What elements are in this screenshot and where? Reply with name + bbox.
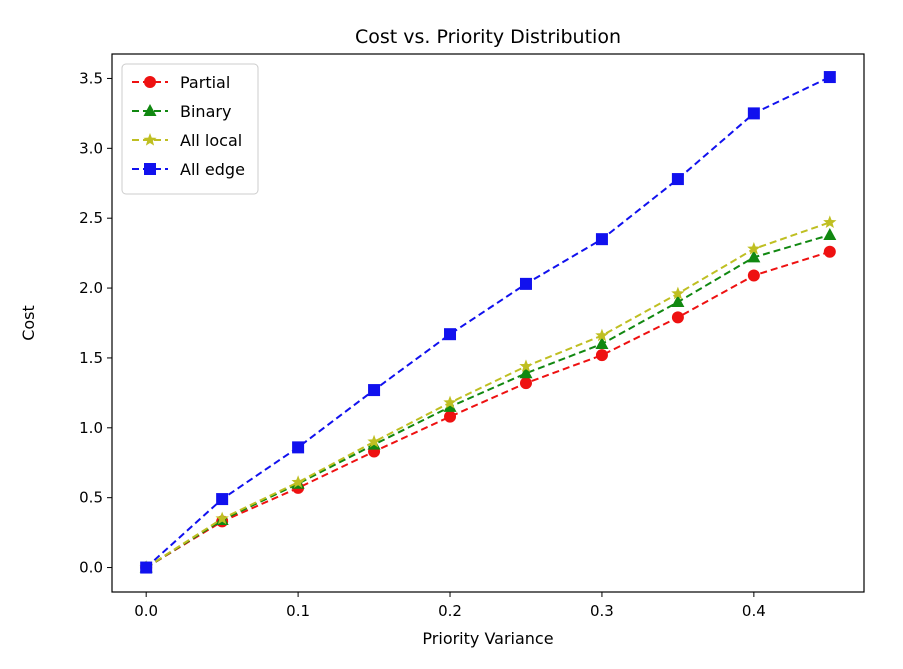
y-tick-label: 3.0 [79,139,103,157]
legend-marker-all-edge [144,163,156,175]
plot-frame [111,53,865,593]
legend-label-all-edge: All edge [180,160,245,179]
data-point-all-local [367,434,381,448]
legend-label-binary: Binary [180,102,231,121]
y-tick-label: 2.5 [79,209,103,227]
x-tick-label: 0.0 [134,602,158,620]
series-line-all-edge [145,76,831,569]
legend-marker-binary [143,104,157,116]
legend-marker-partial [144,76,156,88]
series-line-all-local [145,221,831,569]
data-point-binary [595,336,609,349]
x-axis-label: Priority Variance [422,629,553,648]
data-point-partial [671,311,684,324]
data-point-all-edge [292,441,305,454]
y-tick-label: 1.0 [79,419,103,437]
series-binary [139,227,837,573]
x-tick-label: 0.1 [286,602,310,620]
series-line-partial [145,250,831,569]
data-point-all-edge [747,107,760,120]
y-tick-label: 0.0 [79,559,103,577]
legend-label-all-local: All local [180,131,242,150]
data-point-partial [823,245,836,258]
data-point-all-local [291,475,305,488]
series-partial [140,245,836,574]
series-line-binary [145,234,831,569]
data-point-all-edge [519,277,532,290]
data-point-all-local [671,286,685,300]
data-point-all-edge [595,233,608,246]
data-point-all-edge [368,384,381,397]
series-all-edge [140,71,836,574]
y-tick-label: 3.5 [79,69,103,87]
data-point-binary [443,399,457,412]
chart-title: Cost vs. Priority Distribution [355,26,621,48]
data-point-all-local [519,359,533,372]
x-tick-label: 0.4 [742,602,766,620]
plot-series [139,71,837,574]
data-point-all-edge [823,71,836,84]
legend-marker-all-local [143,133,157,146]
axis-ticks: 0.0 0.1 0.2 0.3 0.4 0.0 0.5 1.0 1.5 2.0 2.5 3.0 3.5 [79,69,766,620]
series-all-local [139,215,837,574]
data-point-all-local [443,395,457,409]
data-point-all-local [823,215,837,229]
data-point-all-edge [216,493,229,506]
data-point-binary [519,366,533,379]
data-point-binary [823,227,837,240]
y-tick-label: 2.0 [79,279,103,297]
x-tick-label: 0.2 [438,602,462,620]
data-point-all-local [215,511,229,525]
y-axis-label: Cost [19,305,38,341]
data-point-all-local [595,328,609,342]
data-point-all-edge [671,173,684,186]
data-point-all-local [747,241,761,255]
data-point-binary [747,250,761,263]
data-point-all-edge [444,328,457,341]
data-point-partial [519,377,532,390]
y-tick-label: 1.5 [79,349,103,367]
data-point-partial [595,349,608,362]
data-point-binary [671,295,685,308]
data-point-partial [747,269,760,282]
data-point-partial [444,410,457,423]
legend-label-partial: Partial [180,73,230,92]
legend-box [121,63,259,195]
y-tick-label: 0.5 [79,489,103,507]
data-point-all-edge [140,561,153,574]
legend: Partial Binary All local All edge [121,63,259,195]
x-tick-label: 0.3 [590,602,614,620]
